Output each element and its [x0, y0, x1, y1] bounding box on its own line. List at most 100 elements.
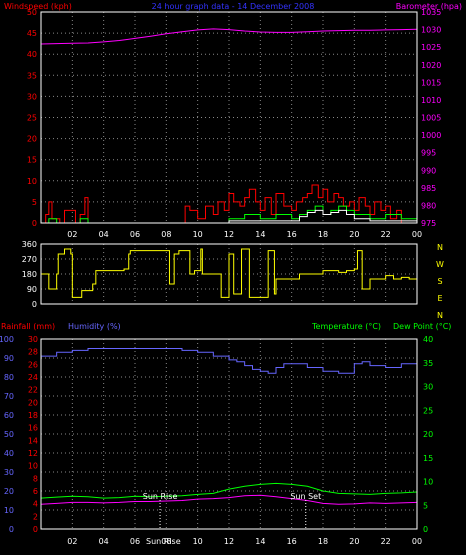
windspeed-average-line — [41, 205, 418, 224]
direction-degree-tick-label: 360 — [22, 240, 37, 249]
sun-set-label: Sun Set — [290, 492, 321, 501]
temperature-tick-label: 0 — [423, 525, 428, 534]
dewpoint-axis-label: Dew Point (°C) — [393, 322, 451, 331]
rainfall-tick-label: 24 — [28, 373, 38, 382]
windspeed-tick-label: 45 — [27, 29, 37, 38]
temperature-tick-label: 30 — [423, 383, 433, 392]
x-tick-label: 10 — [193, 537, 203, 546]
barometer-tick-label: 1030 — [421, 26, 441, 35]
windspeed-tick-label: 10 — [27, 177, 37, 186]
humidity-tick-label: 0 — [9, 525, 14, 534]
barometer-tick-label: 1015 — [421, 78, 441, 87]
windspeed-tick-labels: 0 5 10 15 20 25 30 35 40 45 50 — [27, 8, 37, 228]
temperature-tick-label: 25 — [423, 406, 433, 415]
compass-tick-label: S — [437, 277, 442, 286]
x-tick-label: 16 — [287, 537, 297, 546]
temperature-tick-label: 15 — [423, 454, 433, 463]
windspeed-tick-label: 30 — [27, 92, 37, 101]
windspeed-gust-line — [41, 184, 417, 224]
rainfall-tick-label: 22 — [28, 386, 38, 395]
temperature-axis-label: Temperature (°C) — [311, 322, 381, 331]
rainfall-tick-label: 26 — [28, 360, 38, 369]
x-tick-label: 00 — [412, 537, 422, 546]
barometer-tick-labels: 975 980 985 990 995 1000 1005 1010 1015 1020 1025 1… — [421, 8, 441, 228]
barometer-tick-label: 1020 — [421, 61, 441, 70]
rainfall-tick-label: 30 — [28, 335, 38, 344]
rainfall-tick-label: 18 — [28, 411, 38, 420]
windspeed-tick-label: 5 — [32, 198, 37, 207]
rainfall-axis-label: Rainfall (mm) — [1, 322, 55, 331]
temperature-tick-label: 20 — [423, 430, 433, 439]
direction-panel-series — [41, 248, 418, 298]
windspeed-axis-label: Windspeed (kph) — [4, 2, 72, 11]
direction-degree-tick-label: 270 — [22, 255, 37, 264]
x-tick-label: 18 — [318, 537, 328, 546]
barometer-axis-label: Barometer (hpa) — [396, 2, 462, 11]
x-tick-label: 08 — [161, 537, 171, 546]
rainfall-tick-label: 8 — [33, 474, 38, 483]
rainfall-tick-label: 2 — [33, 512, 38, 521]
direction-degree-tick-label: 180 — [22, 270, 37, 279]
direction-degree-tick-labels: 0 90 180 270 360 — [22, 240, 37, 309]
humidity-tick-label: 80 — [4, 373, 14, 382]
humidity-tick-label: 20 — [4, 487, 14, 496]
temperature-tick-label: 40 — [423, 335, 433, 344]
humidity-tick-label: 50 — [4, 430, 14, 439]
rainfall-tick-label: 4 — [33, 500, 38, 509]
rainfall-tick-label: 14 — [28, 436, 38, 445]
wind-panel-series — [40, 28, 418, 224]
windspeed-tick-label: 0 — [32, 219, 37, 228]
windspeed-tick-label: 35 — [27, 71, 37, 80]
humidity-tick-label: 40 — [4, 449, 14, 458]
humidity-tick-label: 100 — [0, 335, 14, 344]
sun-rise-label: Sun Rise — [143, 492, 178, 501]
barometer-line — [40, 28, 418, 45]
compass-tick-label: E — [437, 294, 442, 303]
x-tick-label: 12 — [224, 537, 234, 546]
wind-direction-line — [41, 248, 418, 298]
barometer-tick-label: 975 — [421, 219, 436, 228]
rainfall-tick-label: 12 — [28, 449, 38, 458]
temperature-tick-labels: 0 5 10 15 20 25 30 35 40 — [423, 335, 433, 534]
x-tick-label: 12 — [224, 230, 234, 239]
barometer-tick-label: 1000 — [421, 131, 441, 140]
x-tick-label: 10 — [193, 230, 203, 239]
direction-degree-tick-label: 90 — [27, 285, 37, 294]
barometer-tick-label: 985 — [421, 184, 436, 193]
humidity-line — [41, 348, 418, 374]
wind-panel-x-tick-labels: 02 04 06 08 10 12 14 16 18 20 22 00 — [67, 230, 422, 239]
windspeed-mean-line — [41, 209, 418, 224]
rainfall-tick-label: 28 — [28, 348, 38, 357]
barometer-tick-label: 1005 — [421, 114, 441, 123]
rainfall-tick-label: 16 — [28, 424, 38, 433]
x-tick-label: 04 — [99, 230, 109, 239]
x-tick-label: 22 — [381, 230, 391, 239]
x-tick-label: 14 — [255, 537, 265, 546]
chart-title: 24 hour graph data - 14 December 2008 — [152, 2, 315, 11]
x-tick-label: 06 — [130, 230, 140, 239]
temperature-tick-label: 35 — [423, 359, 433, 368]
temp-panel-grid — [41, 339, 417, 529]
x-tick-label: 00 — [412, 230, 422, 239]
barometer-tick-label: 980 — [421, 201, 436, 210]
humidity-axis-label: Humidity (%) — [68, 322, 121, 331]
compass-tick-label: W — [436, 260, 444, 269]
rainfall-tick-label: 0 — [33, 525, 38, 534]
windspeed-tick-label: 40 — [27, 50, 37, 59]
temp-panel-x-tick-labels: 02 04 06 08 10 12 14 16 18 20 22 00 — [67, 537, 422, 546]
x-tick-label: 22 — [381, 537, 391, 546]
wind-barometer-panel: Windspeed (kph) 24 hour graph data - 14 … — [4, 2, 462, 239]
humidity-tick-label: 90 — [4, 354, 14, 363]
x-tick-label: 16 — [287, 230, 297, 239]
windspeed-tick-label: 20 — [27, 135, 37, 144]
temp-humidity-panel: Rainfall (mm) Humidity (%) Temperature (… — [0, 322, 451, 546]
x-tick-label: 20 — [349, 230, 359, 239]
windspeed-tick-label: 50 — [27, 8, 37, 17]
x-tick-label: 18 — [318, 230, 328, 239]
x-tick-label: 14 — [255, 230, 265, 239]
windspeed-tick-label: 15 — [27, 156, 37, 165]
rainfall-tick-label: 20 — [28, 398, 38, 407]
